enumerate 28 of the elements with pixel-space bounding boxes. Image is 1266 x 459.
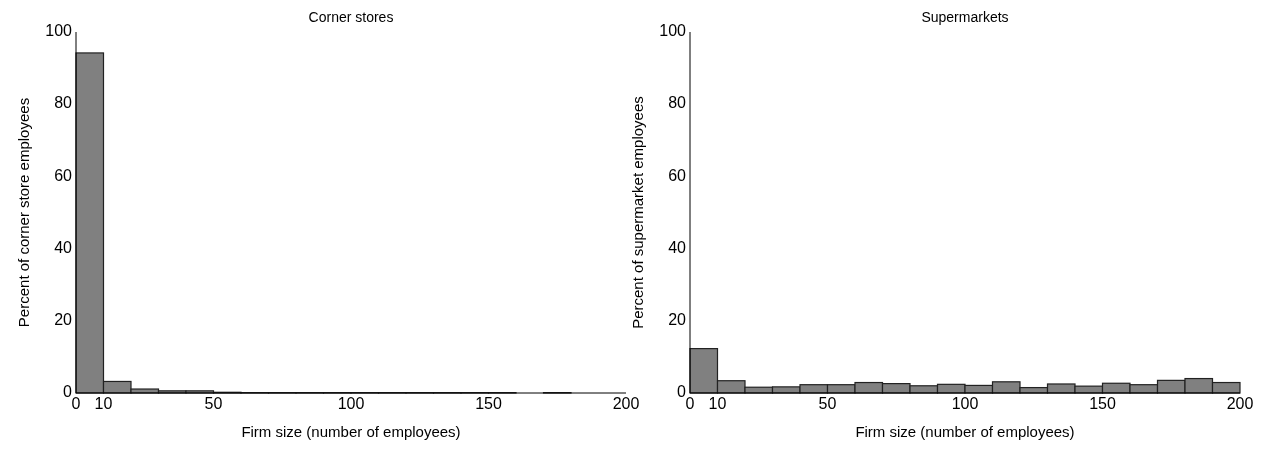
y-tick-label: 0 (677, 383, 687, 401)
y-axis-title: Percent of corner store employees (15, 97, 32, 328)
x-tick-label: 150 (1089, 395, 1116, 412)
y-tick-label: 100 (659, 22, 687, 40)
x-tick-label: 150 (475, 395, 502, 412)
y-tick-label: 60 (54, 166, 73, 184)
y-tick-label: 40 (668, 238, 687, 256)
x-tick-label: 200 (612, 395, 640, 412)
y-tick-label: 80 (668, 94, 687, 112)
y-tick-label: 20 (668, 311, 687, 329)
x-tick-label: 100 (951, 395, 979, 412)
y-tick-label: 20 (54, 311, 73, 329)
x-tick-label: 200 (1226, 395, 1254, 412)
x-tick-label: 50 (204, 395, 223, 412)
chart-title: Supermarkets (921, 9, 1009, 25)
y-tick-label: 60 (668, 166, 687, 184)
x-axis-title: Firm size (number of employees) (855, 423, 1075, 440)
chart-title: Corner stores (308, 9, 394, 25)
y-tick-label: 40 (54, 238, 73, 256)
x-tick-label: 10 (708, 395, 727, 412)
x-tick-label: 10 (94, 395, 113, 412)
x-tick-label: 50 (818, 395, 837, 412)
y-tick-label: 80 (54, 94, 73, 112)
y-tick-label: 100 (45, 22, 73, 40)
y-axis-title: Percent of supermarket employees (629, 96, 646, 329)
x-tick-label: 100 (337, 395, 365, 412)
x-axis-title: Firm size (number of employees) (241, 423, 461, 440)
y-tick-label: 0 (63, 383, 73, 401)
